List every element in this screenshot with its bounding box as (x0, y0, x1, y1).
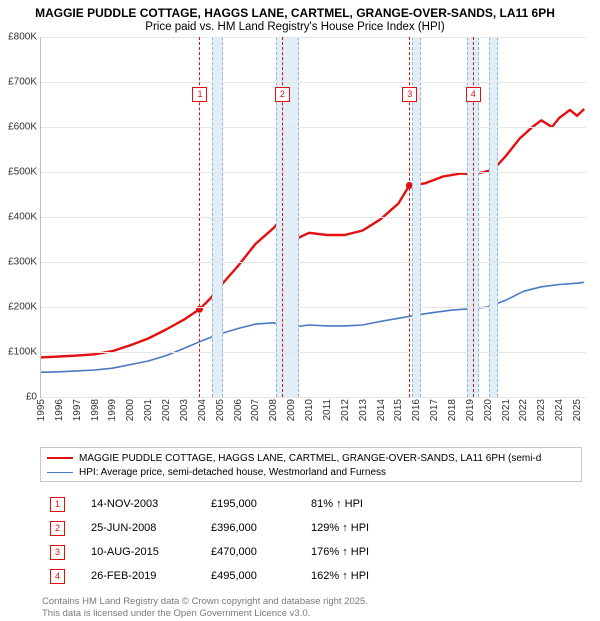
event-pct: 129% ↑ HPI (311, 522, 431, 534)
event-table: 1 14-NOV-2003£195,00081% ↑ HPI 2 25-JUN-200… (50, 492, 582, 588)
y-axis-tick: £0 (0, 392, 37, 403)
event-price: £495,000 (211, 570, 311, 582)
event-row: 2 25-JUN-2008£396,000129% ↑ HPI (50, 516, 582, 540)
x-axis-tick: 1999 (107, 399, 118, 421)
x-axis-tick: 2014 (376, 399, 387, 421)
event-row-marker: 2 (50, 521, 65, 536)
event-row: 4 26-FEB-2019£495,000162% ↑ HPI (50, 564, 582, 588)
x-axis-tick: 1997 (72, 399, 83, 421)
event-date: 14-NOV-2003 (91, 498, 211, 510)
page-title: MAGGIE PUDDLE COTTAGE, HAGGS LANE, CARTM… (0, 6, 590, 21)
x-axis-labels: 1995199619971998199920002001200220032004… (40, 397, 585, 441)
y-axis-tick: £800K (0, 32, 37, 43)
grid-line (41, 82, 586, 83)
event-row-marker: 1 (50, 497, 65, 512)
y-axis-tick: £700K (0, 77, 37, 88)
event-marker-box: 2 (275, 87, 290, 102)
event-date: 25-JUN-2008 (91, 522, 211, 534)
y-axis-tick: £500K (0, 167, 37, 178)
x-axis-tick: 1998 (90, 399, 101, 421)
event-date: 10-AUG-2015 (91, 546, 211, 558)
grid-line (41, 172, 586, 173)
x-axis-tick: 2007 (250, 399, 261, 421)
y-axis-tick: £200K (0, 302, 37, 313)
x-axis-tick: 1995 (36, 399, 47, 421)
x-axis-tick: 2009 (286, 399, 297, 421)
y-axis-tick: £100K (0, 347, 37, 358)
grid-line (41, 352, 586, 353)
event-marker-box: 4 (466, 87, 481, 102)
x-axis-tick: 2015 (393, 399, 404, 421)
x-axis-tick: 2022 (518, 399, 529, 421)
grid-line (41, 37, 586, 38)
x-axis-tick: 2016 (411, 399, 422, 421)
x-axis-tick: 2002 (161, 399, 172, 421)
x-axis-tick: 1996 (54, 399, 65, 421)
legend-row: HPI: Average price, semi-detached house,… (47, 465, 575, 479)
x-axis-tick: 2013 (358, 399, 369, 421)
x-axis-tick: 2024 (554, 399, 565, 421)
x-axis-tick: 2008 (268, 399, 279, 421)
event-price: £396,000 (211, 522, 311, 534)
x-axis-tick: 2010 (304, 399, 315, 421)
series-price_paid (41, 109, 584, 357)
legend-label-hpi: HPI: Average price, semi-detached house,… (79, 467, 386, 478)
x-axis-tick: 2021 (501, 399, 512, 421)
grid-line (41, 127, 586, 128)
series-hpi (41, 282, 584, 372)
legend-swatch-hpi (47, 472, 73, 473)
x-axis-tick: 2019 (465, 399, 476, 421)
x-axis-tick: 2018 (447, 399, 458, 421)
event-price: £470,000 (211, 546, 311, 558)
grid-line (41, 217, 586, 218)
x-axis-tick: 2004 (197, 399, 208, 421)
license-line: This data is licensed under the Open Gov… (42, 608, 582, 620)
y-axis-tick: £400K (0, 212, 37, 223)
event-pct: 176% ↑ HPI (311, 546, 431, 558)
x-axis-tick: 2020 (483, 399, 494, 421)
x-axis-tick: 2017 (429, 399, 440, 421)
page-subtitle: Price paid vs. HM Land Registry's House … (0, 21, 590, 33)
x-axis-tick: 2001 (143, 399, 154, 421)
x-axis-tick: 2000 (125, 399, 136, 421)
event-row: 3 10-AUG-2015£470,000176% ↑ HPI (50, 540, 582, 564)
license-text: Contains HM Land Registry data © Crown c… (42, 596, 582, 621)
license-line: Contains HM Land Registry data © Crown c… (42, 596, 582, 608)
y-axis-tick: £600K (0, 122, 37, 133)
legend-swatch-price-paid (47, 457, 73, 459)
x-axis-tick: 2003 (179, 399, 190, 421)
legend-row: MAGGIE PUDDLE COTTAGE, HAGGS LANE, CARTM… (47, 451, 575, 465)
x-axis-tick: 2005 (215, 399, 226, 421)
grid-line (41, 307, 586, 308)
event-marker-box: 1 (192, 87, 207, 102)
grid-line (41, 262, 586, 263)
event-date: 26-FEB-2019 (91, 570, 211, 582)
event-pct: 81% ↑ HPI (311, 498, 431, 510)
event-price: £195,000 (211, 498, 311, 510)
event-row-marker: 3 (50, 545, 65, 560)
event-row: 1 14-NOV-2003£195,00081% ↑ HPI (50, 492, 582, 516)
event-row-marker: 4 (50, 569, 65, 584)
legend-label-price-paid: MAGGIE PUDDLE COTTAGE, HAGGS LANE, CARTM… (79, 453, 541, 464)
x-axis-tick: 2011 (322, 399, 333, 421)
x-axis-tick: 2006 (233, 399, 244, 421)
x-axis-tick: 2012 (340, 399, 351, 421)
event-marker-box: 3 (402, 87, 417, 102)
y-axis-tick: £300K (0, 257, 37, 268)
plot-area: £0£100K£200K£300K£400K£500K£600K£700K£80… (40, 37, 586, 398)
chart-legend: MAGGIE PUDDLE COTTAGE, HAGGS LANE, CARTM… (40, 447, 582, 482)
x-axis-tick: 2025 (572, 399, 583, 421)
event-pct: 162% ↑ HPI (311, 570, 431, 582)
price-chart: £0£100K£200K£300K£400K£500K£600K£700K£80… (40, 37, 585, 397)
x-axis-tick: 2023 (536, 399, 547, 421)
